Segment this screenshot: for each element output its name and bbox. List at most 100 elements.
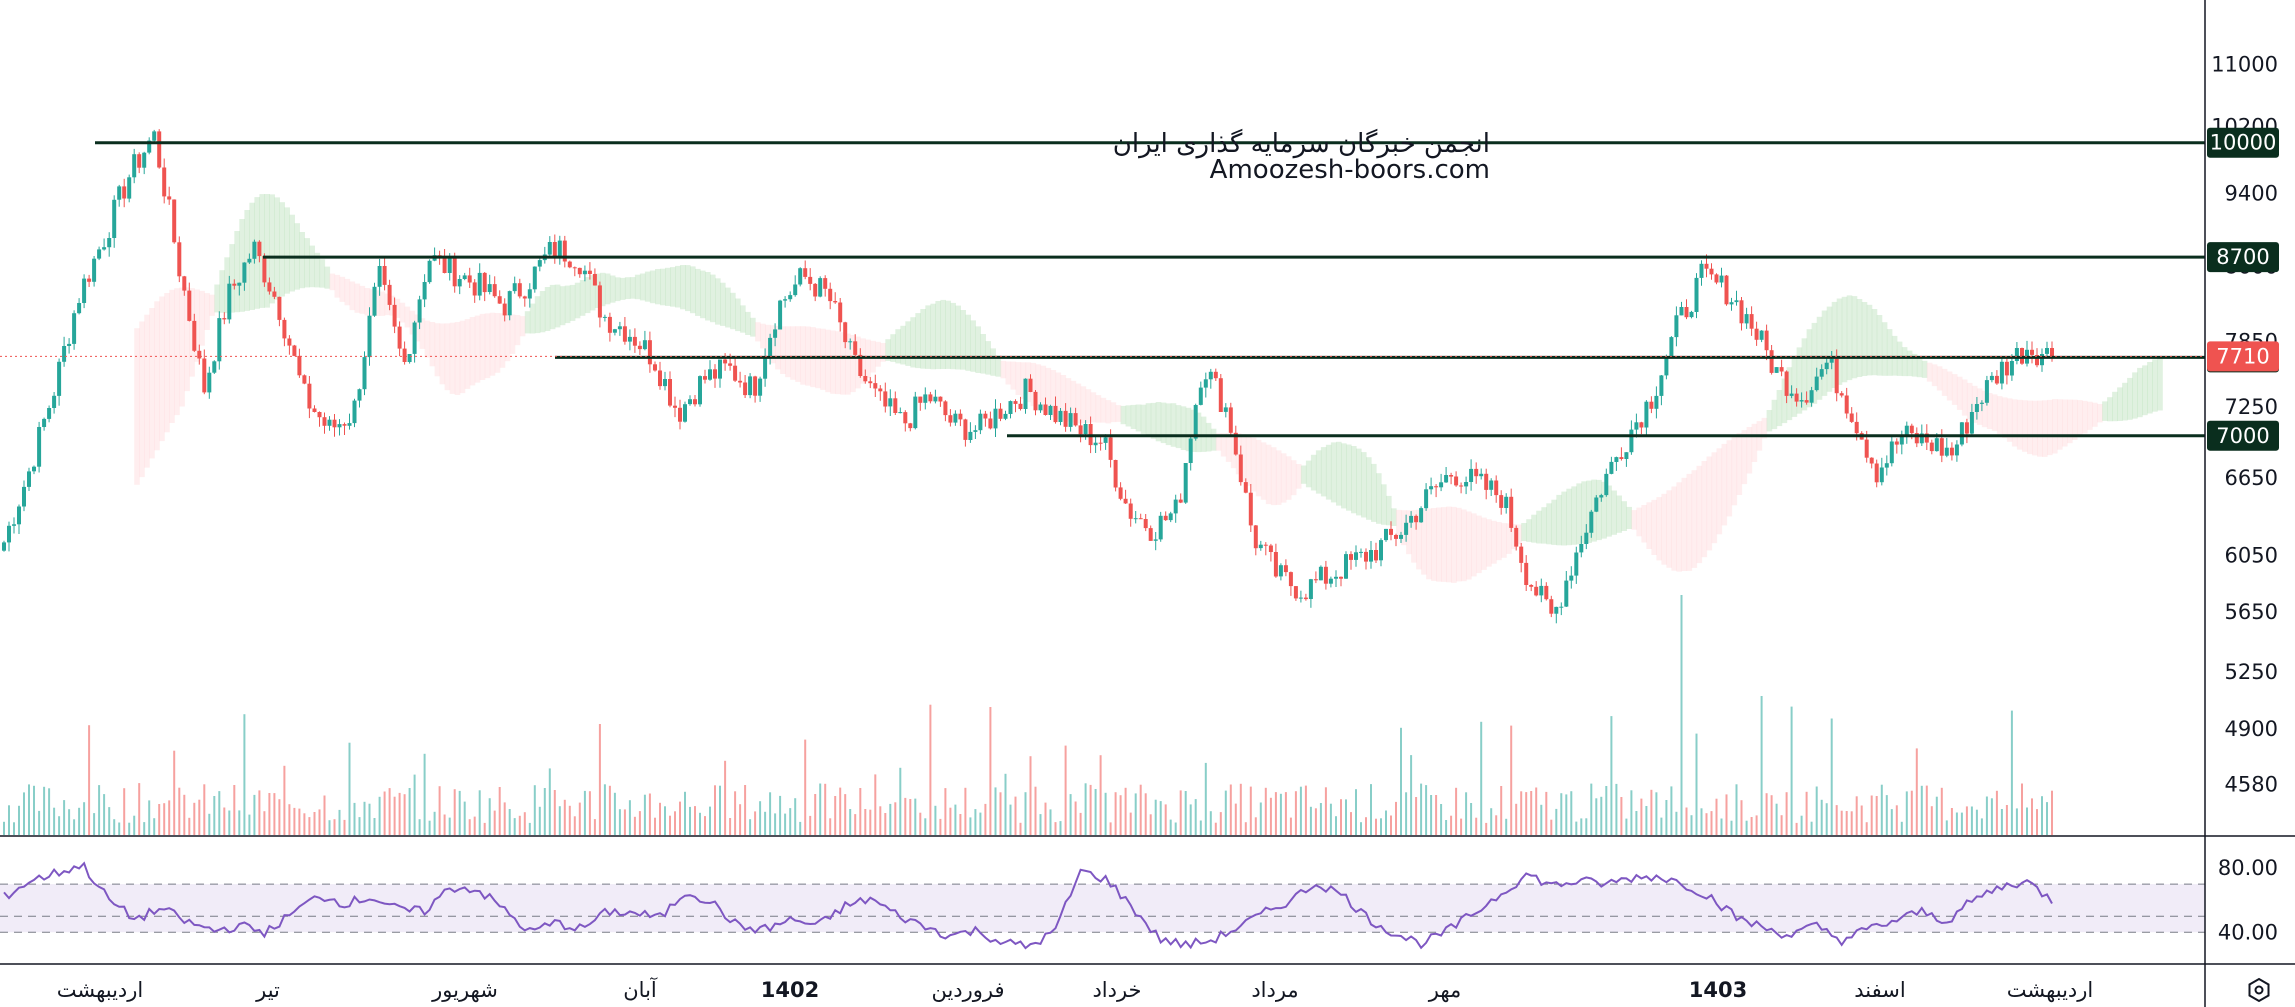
volume-bar	[729, 818, 732, 835]
cloud-segment	[424, 320, 431, 358]
cloud-segment	[1691, 470, 1698, 568]
cloud-segment	[915, 313, 921, 369]
cloud-segment	[1165, 403, 1172, 446]
volume-bar	[1044, 802, 1047, 835]
volume-bar	[43, 786, 46, 835]
cloud-segment	[1436, 507, 1442, 582]
cloud-segment	[725, 287, 731, 328]
cloud-segment	[1741, 430, 1748, 485]
cloud-segment	[1591, 479, 1597, 542]
candle-body	[577, 267, 582, 275]
cloud-segment	[1611, 490, 1617, 535]
volume-bar	[1760, 696, 1763, 835]
volume-bar	[1815, 786, 1818, 835]
volume-bar	[1600, 796, 1603, 835]
cloud-segment	[349, 281, 356, 311]
volume-bar	[1184, 791, 1187, 835]
candle-body	[142, 152, 147, 168]
candle-body	[1243, 482, 1248, 493]
candle-body	[532, 266, 537, 290]
cloud-segment	[1851, 296, 1858, 379]
volume-bar	[618, 809, 621, 835]
volume-bar	[1625, 818, 1628, 835]
candle-body	[132, 154, 137, 178]
cloud-segment	[404, 306, 411, 328]
cloud-segment	[144, 314, 150, 468]
candle-body	[698, 376, 702, 405]
cloud-segment	[589, 275, 596, 311]
cloud-segment	[1561, 491, 1567, 546]
volume-bar	[1385, 810, 1387, 835]
cloud-segment	[2001, 397, 2008, 438]
cloud-segment	[604, 273, 611, 305]
volume-bar	[173, 750, 176, 835]
level-label-8700[interactable]: 8700	[2207, 242, 2279, 273]
candle-body	[688, 399, 692, 405]
cloud-segment	[925, 305, 931, 369]
volume-bar	[1550, 819, 1553, 835]
candle-body	[247, 258, 252, 263]
candle-body	[102, 247, 107, 250]
cloud-segment	[1000, 360, 1007, 379]
candle-body	[77, 303, 82, 314]
cloud-segment	[459, 320, 466, 394]
hexagon-settings-icon[interactable]	[2248, 977, 2270, 1003]
candle-body	[117, 186, 122, 200]
cloud-segment	[1881, 322, 1888, 376]
cloud-segment	[564, 285, 571, 324]
candle-body	[332, 419, 337, 428]
cloud-segment	[680, 265, 686, 310]
cloud-segment	[1421, 509, 1427, 575]
candle-body	[793, 284, 798, 296]
cloud-segment	[1190, 409, 1197, 452]
volume-bar	[1860, 805, 1863, 835]
level-label-10000[interactable]: 10000	[2207, 127, 2279, 158]
cloud-segment	[1416, 509, 1422, 570]
candle-body	[1634, 422, 1639, 430]
candle-body	[1839, 393, 1844, 396]
candle-body	[1233, 432, 1238, 455]
candle-body	[853, 341, 858, 355]
cloud-segment	[449, 322, 456, 394]
volume-bar	[183, 794, 186, 835]
y-tick-label: 9400	[2225, 182, 2278, 206]
price-axis-labels[interactable]: 100008700770070007710	[2207, 127, 2279, 451]
cloud-segment	[1260, 442, 1267, 500]
cloud-segment	[314, 252, 321, 288]
cloud-segment	[2122, 382, 2128, 421]
cloud-segment	[1826, 306, 1833, 392]
cloud-segment	[1671, 486, 1677, 571]
cloud-segment	[1976, 388, 1983, 425]
cloud-segment	[1501, 523, 1507, 558]
cloud-segment	[1701, 461, 1708, 558]
candle-body	[1268, 545, 1273, 552]
volume-bar	[724, 760, 727, 835]
volume-bar	[1014, 796, 1017, 835]
last-price-label[interactable]: 7710	[2207, 341, 2279, 372]
cloud-segment	[1025, 362, 1032, 403]
cloud-segment	[1961, 379, 1968, 416]
volume-bar	[1530, 791, 1533, 835]
candle-body	[1339, 576, 1343, 579]
volume-bar	[553, 790, 556, 835]
level-label-7000[interactable]: 7000	[2207, 420, 2279, 451]
cloud-segment	[1431, 508, 1437, 581]
candle-body	[1013, 401, 1018, 404]
cloud-segment	[825, 329, 831, 393]
volume-bar	[1685, 807, 1688, 835]
volume-bar	[814, 794, 817, 835]
volume-bar	[323, 795, 326, 835]
cloud-segment	[2062, 399, 2068, 447]
cloud-segment	[164, 293, 170, 433]
cloud-segment	[795, 326, 801, 382]
volume-bar	[603, 784, 606, 835]
candle-body	[1534, 586, 1539, 596]
cloud-segment	[479, 313, 486, 380]
cloud-segment	[1305, 460, 1312, 488]
candle-body	[1374, 550, 1378, 561]
volume-bar	[844, 794, 847, 835]
candle-body	[1068, 413, 1073, 427]
settings-button[interactable]	[2248, 977, 2270, 1003]
candle-body	[773, 329, 778, 338]
